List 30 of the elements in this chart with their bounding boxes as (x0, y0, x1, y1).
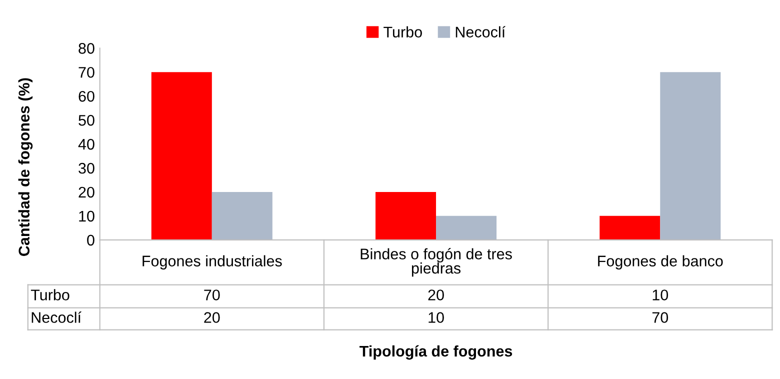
data-label: 10 (428, 312, 444, 323)
x-tick-label: Fogones de banco (598, 255, 723, 270)
y-tick-label: 80 (78, 43, 94, 54)
data-label: 10 (652, 290, 668, 300)
bar (436, 216, 497, 240)
y-tick-label: 20 (78, 186, 94, 198)
y-tick-label: 0 (87, 234, 94, 246)
text: Necoclí (32, 312, 82, 323)
bar (660, 72, 721, 240)
y-tick-label: 60 (78, 90, 94, 102)
y-tick-label: 40 (78, 138, 94, 150)
data-label: 70 (652, 312, 668, 323)
y-tick-label: 30 (78, 162, 94, 174)
y-tick-label: 70 (78, 66, 94, 78)
bar (151, 72, 212, 240)
legend-label: Necoclí (456, 26, 506, 38)
y-axis-title: Cantidad de fogones (%) (18, 78, 33, 256)
bar (212, 192, 272, 240)
legend-label: Turbo (384, 26, 422, 38)
x-axis-title: Tipología de fogones (360, 345, 512, 360)
data-label: 20 (428, 290, 444, 300)
y-tick-label: 50 (78, 114, 94, 126)
data-label: 20 (204, 312, 220, 323)
y-tick-label: 10 (79, 210, 94, 222)
data-label: 70 (204, 290, 220, 300)
x-tick-label: Fogones industriales (142, 255, 282, 270)
bar (376, 192, 436, 240)
bar (600, 216, 660, 240)
text: Turbo (30, 289, 70, 300)
x-tick-label: Bindes o fogón de tres piedras (360, 248, 512, 277)
